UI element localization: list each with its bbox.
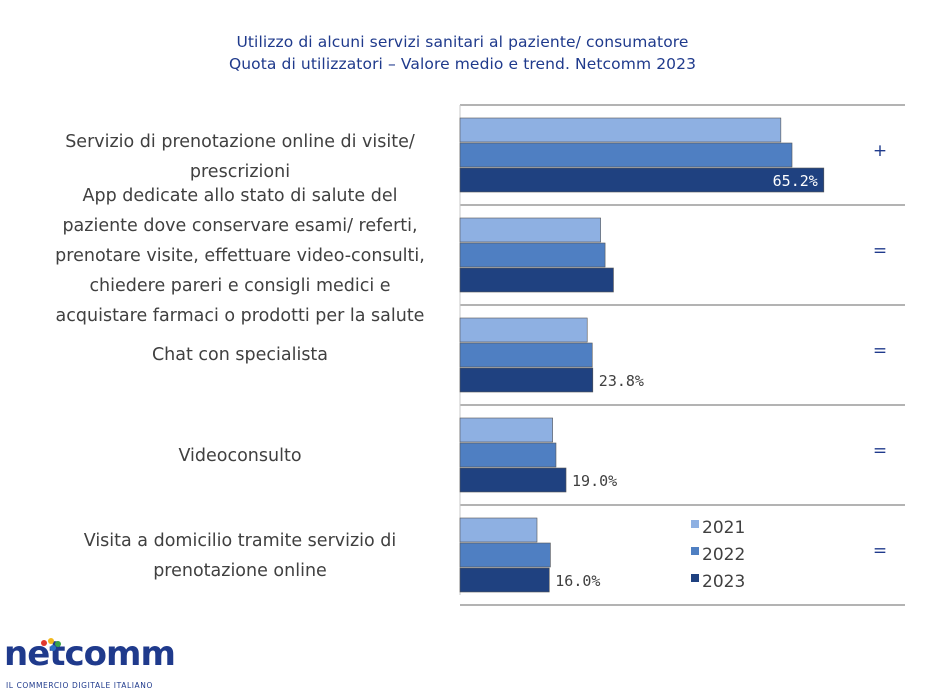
- category-label-line: Chat con specialista: [151, 345, 329, 365]
- logo-dot: [41, 640, 47, 646]
- bar-2021-5: [459, 517, 538, 543]
- logo-dot: [55, 641, 61, 647]
- bar-2023-1: [459, 167, 825, 193]
- bar-2022-2: [459, 242, 606, 268]
- legend-label-2021: 2021: [702, 518, 745, 538]
- category-label-line: chiedere pareri e consigli medici e: [89, 276, 391, 296]
- bar-2022-3: [459, 342, 593, 368]
- legend-swatch-2021: [691, 520, 699, 528]
- legend-swatch-2022: [691, 547, 699, 555]
- category-label: Videoconsulto: [20, 441, 460, 471]
- bar-2023-2: [459, 267, 614, 293]
- category-label-line: prenotazione online: [153, 561, 327, 581]
- category-label-line: Videoconsulto: [178, 446, 302, 466]
- category-label-line: prescrizioni: [189, 162, 291, 182]
- category-label: Visita a domicilio tramite servizio di pr…: [20, 526, 460, 586]
- bar-2023-4: [459, 467, 567, 493]
- category-label-line: acquistare farmaci o prodotti per la sal…: [55, 306, 425, 326]
- trend-indicator: +: [872, 141, 888, 161]
- category-label: Servizio di prenotazione online di visit…: [20, 127, 460, 187]
- category-label: App dedicate allo stato di salute del paz…: [20, 181, 460, 331]
- trend-indicator: =: [872, 541, 888, 561]
- trend-indicator: =: [872, 241, 888, 261]
- data-label-2023: 19.0%: [572, 472, 617, 490]
- bar-2023-5: [459, 567, 550, 593]
- data-label-2023: 65.2%: [773, 172, 818, 190]
- data-label-2023: 16.0%: [555, 572, 600, 590]
- data-label-2023: 23.8%: [599, 372, 644, 390]
- legend-swatch-2023: [691, 574, 699, 582]
- logo-tagline: IL COMMERCIO DIGITALE ITALIANO: [6, 681, 153, 690]
- category-label-line: App dedicate allo stato di salute del: [82, 186, 398, 206]
- category-label-line: prenotare visite, effettuare video-consu…: [55, 246, 425, 266]
- bar-2021-2: [459, 217, 601, 243]
- netcomm-logo: netcomm IL COMMERCIO DIGITALE ITALIANO: [4, 634, 204, 695]
- bar-2022-4: [459, 442, 557, 468]
- trend-indicator: =: [872, 341, 888, 361]
- category-label-line: paziente dove conservare esami/ referti,: [62, 216, 418, 236]
- chart-title: Utilizzo di alcuni servizi sanitari al p…: [236, 33, 689, 51]
- category-label-line: Visita a domicilio tramite servizio di: [83, 531, 397, 551]
- bar-2023-3: [459, 367, 594, 393]
- legend-label-2023: 2023: [702, 572, 745, 592]
- logo-wordmark: netcomm: [4, 634, 176, 674]
- logo-dot: [50, 645, 56, 651]
- legend-label-2022: 2022: [702, 545, 745, 565]
- bar-2022-1: [459, 142, 793, 168]
- bar-2021-1: [459, 117, 782, 143]
- bar-2022-5: [459, 542, 551, 568]
- category-label-line: Servizio di prenotazione online di visit…: [65, 132, 415, 152]
- category-label: Chat con specialista: [20, 340, 460, 370]
- bar-2021-4: [459, 417, 553, 443]
- bar-2021-3: [459, 317, 588, 343]
- trend-indicator: =: [872, 441, 888, 461]
- logo-dot: [48, 638, 54, 644]
- chart-subtitle: Quota di utilizzatori – Valore medio e t…: [228, 55, 697, 73]
